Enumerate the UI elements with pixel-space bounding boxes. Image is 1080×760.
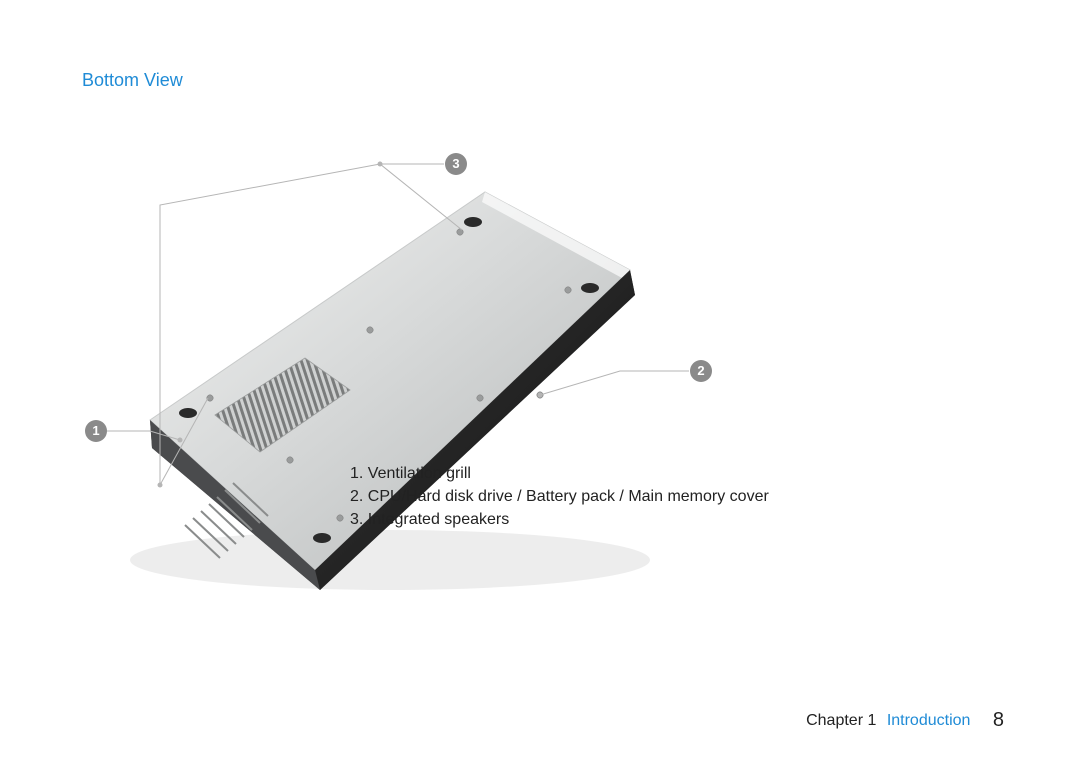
legend-item-3: 3. Integrated speakers: [350, 508, 769, 531]
callout-legend: 1. Ventilation grill 2. CPU/Hard disk dr…: [350, 462, 769, 532]
footer-chapter: Chapter 1: [806, 712, 876, 729]
callout-marker-2: 2: [690, 360, 712, 382]
section-title: Bottom View: [82, 70, 183, 91]
page-footer: Chapter 1 Introduction 8: [806, 709, 1004, 732]
callout-marker-1: 1: [85, 420, 107, 442]
footer-section: Introduction: [887, 712, 971, 729]
legend-item-1: 1. Ventilation grill: [350, 462, 769, 485]
shadow: [130, 530, 650, 590]
document-page: Bottom View: [0, 0, 1080, 760]
callout-marker-3: 3: [445, 153, 467, 175]
legend-item-2: 2. CPU/Hard disk drive / Battery pack / …: [350, 485, 769, 508]
footer-page-number: 8: [993, 709, 1004, 731]
